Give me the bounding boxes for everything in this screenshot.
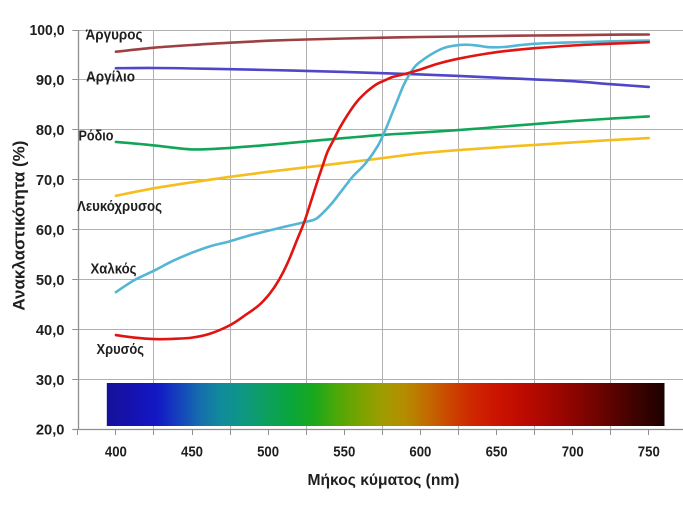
svg-text:550: 550 (333, 444, 355, 461)
svg-text:Χρυσός: Χρυσός (97, 341, 145, 358)
svg-text:60,0: 60,0 (36, 222, 65, 239)
svg-text:500: 500 (257, 444, 279, 461)
svg-text:600: 600 (409, 444, 431, 461)
svg-text:Λευκόχρυσος: Λευκόχρυσος (77, 198, 162, 215)
svg-text:20,0: 20,0 (36, 422, 65, 439)
svg-text:650: 650 (486, 444, 508, 461)
svg-text:Ανακλαστικότητα (%): Ανακλαστικότητα (%) (9, 141, 28, 311)
svg-text:50,0: 50,0 (36, 272, 65, 289)
svg-text:90,0: 90,0 (36, 72, 65, 89)
svg-text:Ρόδιο: Ρόδιο (79, 128, 114, 145)
svg-text:40,0: 40,0 (36, 322, 65, 339)
svg-text:70,0: 70,0 (36, 172, 65, 189)
svg-text:Μήκος κύματος (nm): Μήκος κύματος (nm) (308, 472, 460, 489)
svg-text:80,0: 80,0 (36, 122, 65, 139)
svg-text:750: 750 (638, 444, 660, 461)
svg-text:450: 450 (181, 444, 203, 461)
svg-text:400: 400 (105, 444, 127, 461)
svg-text:Άργυρος: Άργυρος (86, 27, 143, 44)
svg-text:30,0: 30,0 (36, 372, 65, 389)
svg-text:Αργίλιο: Αργίλιο (86, 69, 135, 86)
svg-text:Χαλκός: Χαλκός (91, 261, 137, 278)
svg-text:100,0: 100,0 (30, 22, 65, 39)
svg-text:700: 700 (562, 444, 584, 461)
